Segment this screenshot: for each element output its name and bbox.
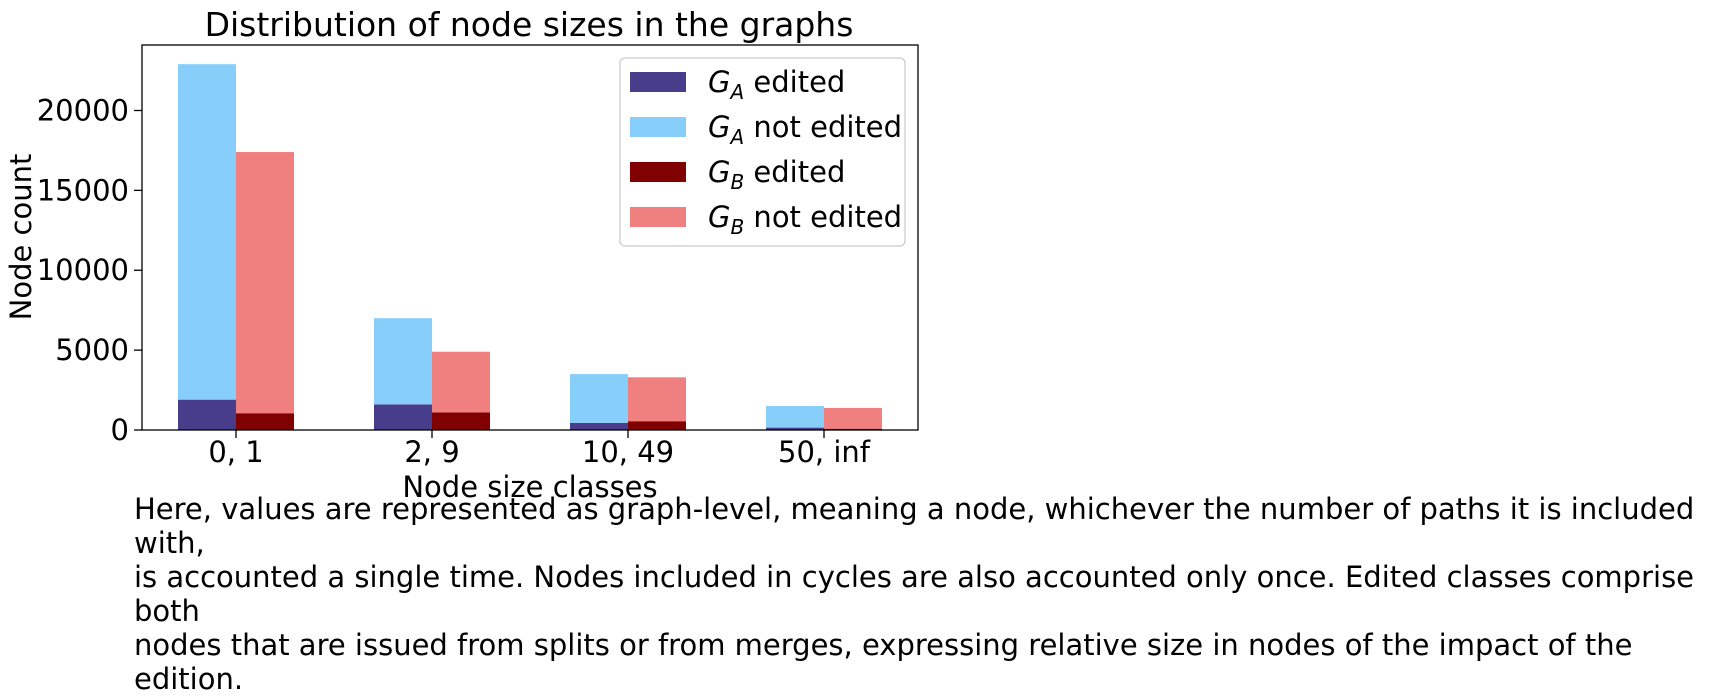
- bar-b-not-edited: [432, 351, 490, 413]
- y-tick-label: 5000: [55, 333, 129, 367]
- bar-a-edited: [178, 399, 236, 430]
- x-tick-label: 2, 9: [404, 435, 459, 469]
- legend-label: GA edited: [708, 65, 845, 104]
- x-tick-label: 10, 49: [582, 435, 674, 469]
- bar-b-edited: [628, 421, 686, 430]
- y-axis-label: Node count: [4, 154, 38, 321]
- legend-label: GA not edited: [708, 110, 902, 149]
- plot-frame: [141, 44, 919, 431]
- legend-swatch: [630, 162, 686, 182]
- bar-a-not-edited: [570, 374, 628, 423]
- bar-a-edited: [570, 422, 628, 430]
- bar-b-not-edited: [236, 152, 294, 414]
- figure-caption: Here, values are represented as graph-le…: [134, 492, 1695, 696]
- bar-a-not-edited: [374, 318, 432, 405]
- bar-a-not-edited: [178, 64, 236, 400]
- bar-a-edited: [766, 427, 824, 430]
- bar-chart: Distribution of node sizes in the graphs…: [4, 5, 919, 504]
- x-axis-label: Node size classes: [402, 470, 657, 504]
- x-tick-label: 0, 1: [208, 435, 263, 469]
- legend-swatch: [630, 117, 686, 137]
- legend-box: [619, 57, 906, 247]
- x-tick-label: 50, inf: [778, 435, 871, 469]
- y-axis: 0 5000 10000 15000 20000: [37, 93, 142, 447]
- x-axis: 0, 1 2, 9 10, 49 50, inf: [208, 430, 871, 469]
- y-tick-label: 15000: [37, 173, 129, 207]
- y-tick-label: 0: [111, 413, 129, 447]
- bar-b-not-edited: [628, 377, 686, 422]
- legend-swatch: [630, 207, 686, 227]
- bar-b-edited: [236, 413, 294, 430]
- legend: GA edited GA not edited GB edited GB not ed…: [619, 57, 906, 247]
- legend-swatch: [630, 72, 686, 92]
- y-tick-label: 20000: [37, 93, 129, 127]
- bar-b-edited: [432, 412, 490, 430]
- legend-label: GB edited: [708, 155, 845, 194]
- bar-b-not-edited: [824, 407, 882, 429]
- chart-title: Distribution of node sizes in the graphs: [205, 5, 854, 44]
- bar-a-edited: [374, 404, 432, 430]
- bar-a-not-edited: [766, 406, 824, 428]
- legend-label: GB not edited: [708, 200, 902, 239]
- y-tick-label: 10000: [37, 253, 129, 287]
- bars-group: [178, 64, 882, 430]
